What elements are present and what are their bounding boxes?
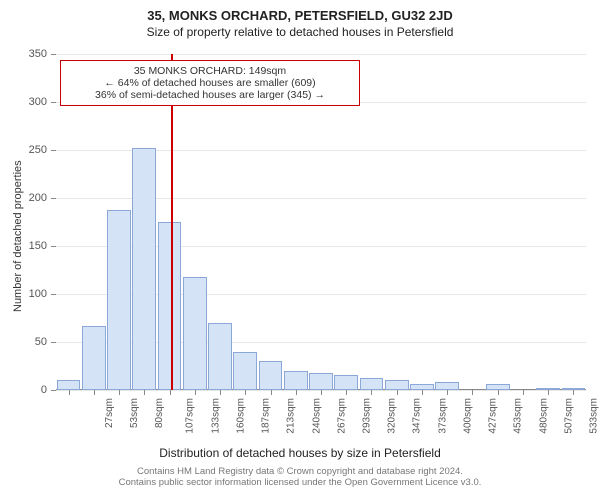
x-tick-label: 400sqm bbox=[463, 398, 474, 434]
x-tick-label: 240sqm bbox=[311, 398, 322, 434]
x-tick-mark bbox=[321, 390, 322, 395]
histogram-bar bbox=[107, 210, 131, 390]
histogram-bar bbox=[132, 148, 156, 390]
y-tick-mark bbox=[51, 198, 56, 199]
histogram-bar bbox=[309, 373, 333, 390]
x-tick-label: 347sqm bbox=[412, 398, 423, 434]
x-tick-mark bbox=[94, 390, 95, 395]
y-tick-label: 0 bbox=[7, 384, 47, 396]
x-tick-label: 373sqm bbox=[437, 398, 448, 434]
histogram-bar bbox=[208, 323, 232, 390]
histogram-bar bbox=[360, 378, 384, 390]
histogram-bar bbox=[259, 361, 283, 390]
histogram-bar bbox=[183, 277, 207, 390]
x-tick-mark bbox=[195, 390, 196, 395]
y-tick-label: 350 bbox=[7, 48, 47, 60]
x-tick-mark bbox=[447, 390, 448, 395]
x-tick-mark bbox=[397, 390, 398, 395]
x-tick-label: 27sqm bbox=[104, 398, 115, 428]
x-tick-mark bbox=[548, 390, 549, 395]
x-tick-mark bbox=[371, 390, 372, 395]
y-tick-mark bbox=[51, 150, 56, 151]
x-tick-label: 427sqm bbox=[488, 398, 499, 434]
x-tick-mark bbox=[296, 390, 297, 395]
annotation-line: 36% of semi-detached houses are larger (… bbox=[69, 89, 351, 101]
x-tick-mark bbox=[69, 390, 70, 395]
x-tick-mark bbox=[144, 390, 145, 395]
x-tick-label: 160sqm bbox=[235, 398, 246, 434]
x-tick-label: 293sqm bbox=[362, 398, 373, 434]
y-tick-label: 100 bbox=[7, 288, 47, 300]
x-tick-mark bbox=[346, 390, 347, 395]
annotation-line: ← 64% of detached houses are smaller (60… bbox=[69, 77, 351, 89]
x-tick-mark bbox=[523, 390, 524, 395]
histogram-bar bbox=[435, 382, 459, 390]
footer-line: Contains public sector information licen… bbox=[0, 477, 600, 488]
x-tick-label: 107sqm bbox=[185, 398, 196, 434]
y-tick-mark bbox=[51, 294, 56, 295]
x-tick-label: 187sqm bbox=[261, 398, 272, 434]
x-tick-mark bbox=[573, 390, 574, 395]
x-tick-mark bbox=[220, 390, 221, 395]
page-subtitle: Size of property relative to detached ho… bbox=[0, 23, 600, 39]
x-axis-label: Distribution of detached houses by size … bbox=[0, 446, 600, 460]
histogram-bar bbox=[385, 380, 409, 390]
histogram-bar bbox=[57, 380, 81, 390]
footer-line: Contains HM Land Registry data © Crown c… bbox=[0, 466, 600, 477]
x-tick-label: 213sqm bbox=[286, 398, 297, 434]
annotation-box: 35 MONKS ORCHARD: 149sqm← 64% of detache… bbox=[60, 60, 360, 106]
x-tick-label: 133sqm bbox=[210, 398, 221, 434]
y-tick-mark bbox=[51, 342, 56, 343]
y-tick-label: 150 bbox=[7, 240, 47, 252]
annotation-line: 35 MONKS ORCHARD: 149sqm bbox=[69, 65, 351, 77]
y-tick-label: 300 bbox=[7, 96, 47, 108]
footer-credits: Contains HM Land Registry data © Crown c… bbox=[0, 466, 600, 488]
x-tick-label: 533sqm bbox=[589, 398, 600, 434]
histogram-bar bbox=[158, 222, 182, 390]
histogram-bar bbox=[82, 326, 106, 390]
x-tick-mark bbox=[245, 390, 246, 395]
x-tick-label: 80sqm bbox=[154, 398, 165, 428]
x-tick-label: 453sqm bbox=[513, 398, 524, 434]
y-tick-label: 200 bbox=[7, 192, 47, 204]
y-tick-label: 250 bbox=[7, 144, 47, 156]
x-tick-mark bbox=[422, 390, 423, 395]
y-tick-mark bbox=[51, 54, 56, 55]
y-tick-mark bbox=[51, 246, 56, 247]
histogram-bar bbox=[233, 352, 257, 390]
x-tick-label: 320sqm bbox=[387, 398, 398, 434]
x-tick-mark bbox=[119, 390, 120, 395]
x-tick-mark bbox=[472, 390, 473, 395]
x-tick-mark bbox=[170, 390, 171, 395]
gridline bbox=[56, 54, 586, 55]
histogram-bar bbox=[334, 375, 358, 390]
histogram-bar bbox=[284, 371, 308, 390]
x-tick-mark bbox=[498, 390, 499, 395]
x-tick-mark bbox=[271, 390, 272, 395]
x-tick-label: 507sqm bbox=[563, 398, 574, 434]
y-tick-mark bbox=[51, 390, 56, 391]
y-tick-label: 50 bbox=[7, 336, 47, 348]
x-tick-label: 53sqm bbox=[129, 398, 140, 428]
x-tick-label: 267sqm bbox=[336, 398, 347, 434]
x-tick-label: 480sqm bbox=[538, 398, 549, 434]
y-tick-mark bbox=[51, 102, 56, 103]
page-title: 35, MONKS ORCHARD, PETERSFIELD, GU32 2JD bbox=[0, 0, 600, 23]
